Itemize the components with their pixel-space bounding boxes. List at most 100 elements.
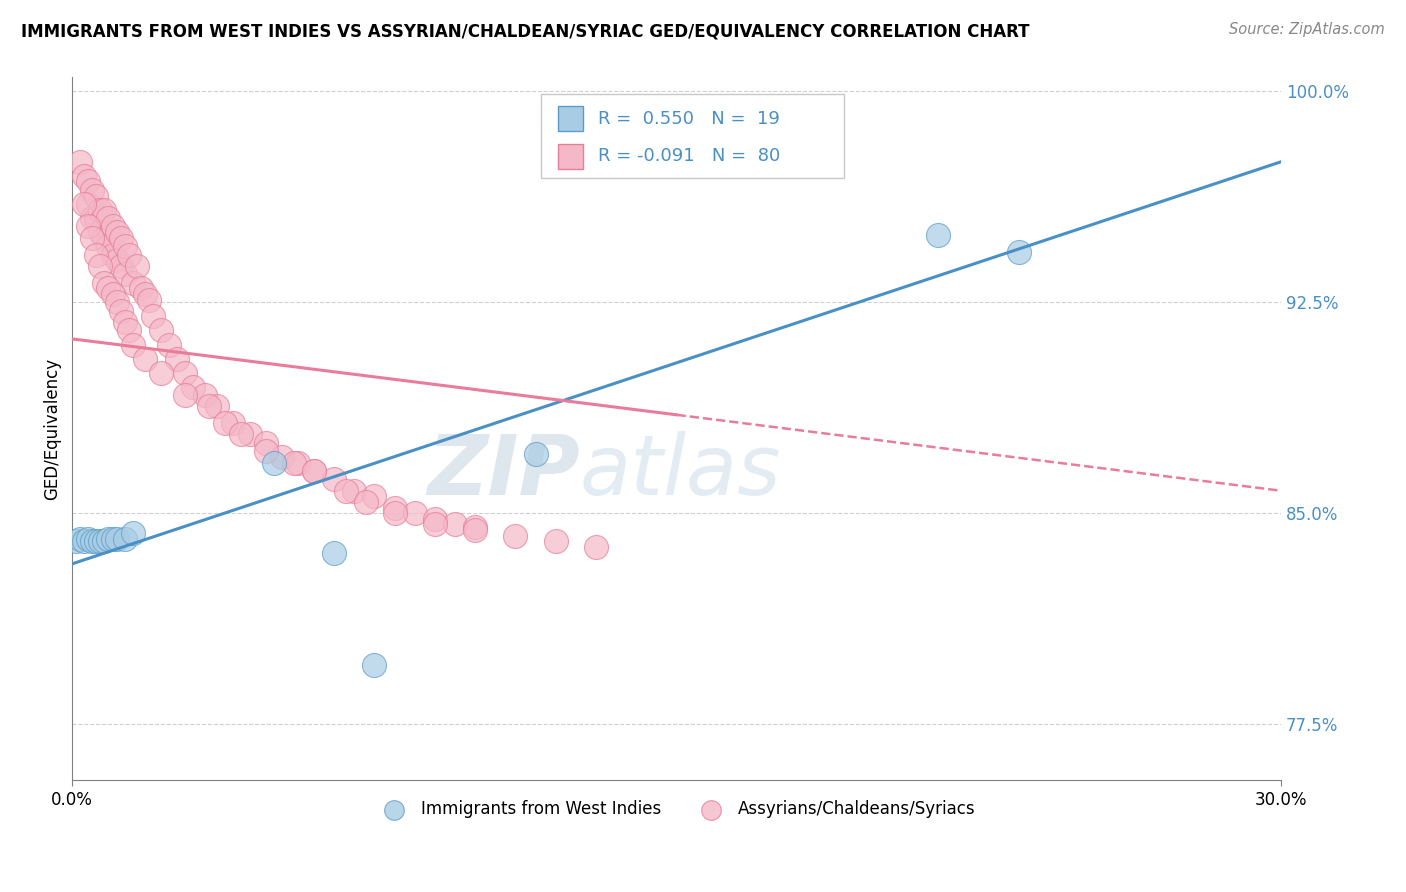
Point xyxy=(254,444,277,458)
Point xyxy=(73,169,96,183)
Point xyxy=(149,323,172,337)
Point xyxy=(101,219,124,234)
Point xyxy=(121,525,143,540)
Point xyxy=(77,219,100,234)
Point xyxy=(93,276,115,290)
Point xyxy=(927,227,949,242)
Point xyxy=(198,400,221,414)
Point xyxy=(82,211,104,225)
Point xyxy=(335,483,357,498)
Point xyxy=(105,295,128,310)
Point xyxy=(505,529,527,543)
Point xyxy=(174,366,197,380)
Point xyxy=(101,532,124,546)
Point xyxy=(110,259,132,273)
Point xyxy=(121,276,143,290)
Point xyxy=(93,230,115,244)
Point xyxy=(89,259,111,273)
Point xyxy=(65,534,87,549)
Point xyxy=(114,532,136,546)
Point xyxy=(384,506,406,520)
Point xyxy=(114,267,136,281)
Point xyxy=(129,281,152,295)
Point xyxy=(464,523,486,537)
Point xyxy=(89,225,111,239)
Point xyxy=(544,534,567,549)
Point xyxy=(157,337,180,351)
Point xyxy=(93,534,115,549)
Point xyxy=(423,517,446,532)
Point xyxy=(105,253,128,268)
Point xyxy=(77,197,100,211)
Point xyxy=(134,351,156,366)
Point xyxy=(270,450,292,464)
Point xyxy=(231,427,253,442)
Point xyxy=(117,247,139,261)
Point xyxy=(77,532,100,546)
Point xyxy=(117,323,139,337)
Point xyxy=(214,416,236,430)
Point xyxy=(283,456,305,470)
Point xyxy=(69,532,91,546)
Point xyxy=(86,188,108,202)
Point xyxy=(404,506,426,520)
Point xyxy=(149,366,172,380)
Point xyxy=(323,473,346,487)
Point xyxy=(86,534,108,549)
Point xyxy=(97,239,120,253)
Text: R =  0.550   N =  19: R = 0.550 N = 19 xyxy=(598,110,779,128)
Point xyxy=(166,351,188,366)
Point xyxy=(134,287,156,301)
Point xyxy=(105,532,128,546)
Point xyxy=(89,534,111,549)
Point xyxy=(97,532,120,546)
Point xyxy=(323,545,346,559)
Point xyxy=(86,211,108,225)
Point xyxy=(207,400,229,414)
Point xyxy=(254,436,277,450)
Point xyxy=(125,259,148,273)
Text: atlas: atlas xyxy=(579,431,782,511)
Point xyxy=(73,197,96,211)
Point xyxy=(287,456,309,470)
Point xyxy=(363,658,385,673)
Point xyxy=(181,380,204,394)
Point xyxy=(97,211,120,225)
Point xyxy=(114,239,136,253)
Point xyxy=(93,202,115,217)
Point xyxy=(101,247,124,261)
Point xyxy=(464,520,486,534)
Point xyxy=(343,483,366,498)
Point xyxy=(524,447,547,461)
Point xyxy=(73,534,96,549)
Text: IMMIGRANTS FROM WEST INDIES VS ASSYRIAN/CHALDEAN/SYRIAC GED/EQUIVALENCY CORRELAT: IMMIGRANTS FROM WEST INDIES VS ASSYRIAN/… xyxy=(21,22,1029,40)
Point xyxy=(110,303,132,318)
Point xyxy=(356,495,378,509)
Text: ZIP: ZIP xyxy=(427,431,579,511)
Point xyxy=(86,247,108,261)
Point xyxy=(585,540,607,554)
Point xyxy=(82,534,104,549)
Point xyxy=(1008,244,1031,259)
Point xyxy=(222,416,245,430)
Point xyxy=(302,464,325,478)
Point xyxy=(138,293,160,307)
Y-axis label: GED/Equivalency: GED/Equivalency xyxy=(44,358,60,500)
Point xyxy=(69,154,91,169)
Point xyxy=(174,388,197,402)
Point xyxy=(263,456,285,470)
Point xyxy=(97,281,120,295)
Point xyxy=(238,427,260,442)
Point xyxy=(444,517,467,532)
Point xyxy=(194,388,217,402)
Point xyxy=(105,225,128,239)
Point xyxy=(77,174,100,188)
Point xyxy=(121,337,143,351)
Point xyxy=(302,464,325,478)
Point xyxy=(110,230,132,244)
Point xyxy=(423,512,446,526)
Text: Source: ZipAtlas.com: Source: ZipAtlas.com xyxy=(1229,22,1385,37)
Point xyxy=(363,489,385,503)
Point xyxy=(384,500,406,515)
Text: R = -0.091   N =  80: R = -0.091 N = 80 xyxy=(598,147,780,165)
